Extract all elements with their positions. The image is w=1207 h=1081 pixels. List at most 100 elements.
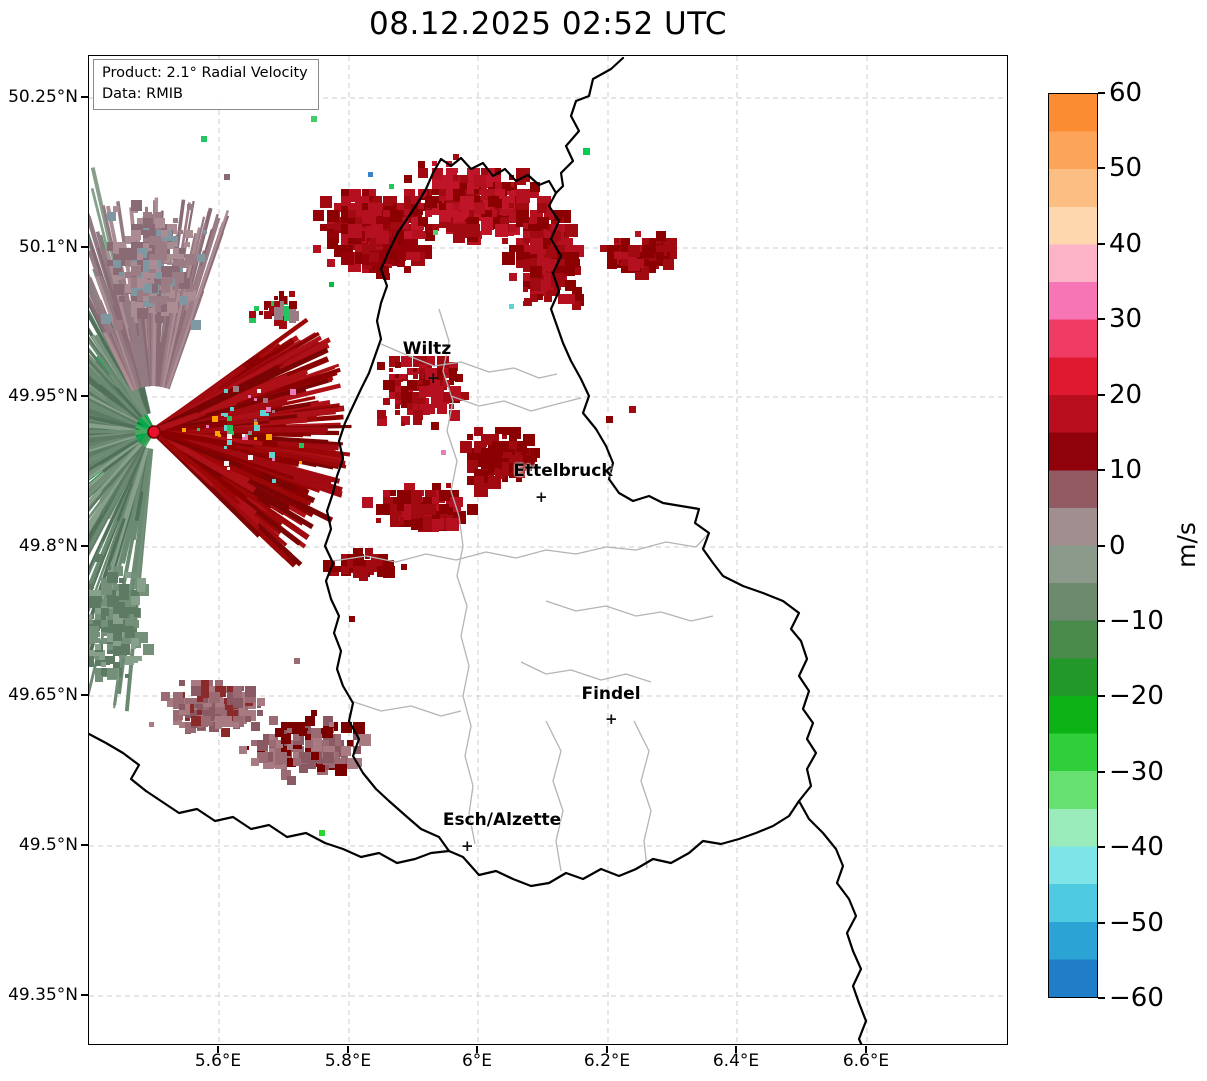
colorbar-tick-mark <box>1098 846 1105 849</box>
lat-tick-mark <box>81 844 88 846</box>
lon-tick-label: 5.8°E <box>324 1051 372 1071</box>
lon-tick-label: 6.6°E <box>842 1051 890 1071</box>
lat-tick-label: 49.95°N <box>8 386 78 406</box>
district-border-line <box>380 343 558 379</box>
colorbar-tick-label: 10 <box>1109 455 1143 486</box>
radar-cluster-northeast-red-mass-a <box>313 189 435 280</box>
city-marker: + <box>535 488 548 506</box>
lon-tick-label: 6.2°E <box>583 1051 631 1071</box>
radar-cluster-graygreen-southwest-edge <box>89 554 154 682</box>
radar-cluster-mauve-south-a <box>149 680 265 737</box>
lat-tick-mark <box>81 545 88 547</box>
radar-cluster-mauve-northwest <box>101 200 207 330</box>
city-marker: + <box>427 369 440 387</box>
colorbar-tick-mark <box>1098 318 1105 321</box>
radar-cluster-south-red-streak <box>323 548 395 581</box>
lat-tick-mark <box>81 96 88 98</box>
district-border-line <box>332 532 710 563</box>
district-border-line <box>450 395 582 412</box>
radar-site-layer <box>147 425 161 439</box>
radar-cluster-northeast-red-mass-b <box>404 154 548 245</box>
colorbar-tick-label: 0 <box>1109 530 1126 561</box>
district-border-line <box>438 308 460 517</box>
lat-tick-label: 49.65°N <box>8 685 78 705</box>
radar-cluster-east-red-patch-b <box>642 231 677 270</box>
colorbar-tick-label: 50 <box>1109 153 1143 184</box>
lat-tick-mark <box>81 994 88 996</box>
colorbar-gradient <box>1049 94 1097 997</box>
radar-cluster-fan-noise-speckle <box>182 386 304 483</box>
lat-tick-label: 49.5°N <box>18 835 78 855</box>
colorbar-tick-label: 40 <box>1109 228 1143 259</box>
colorbar-tick-label: −10 <box>1109 605 1164 636</box>
colorbar-tick-mark <box>1098 619 1105 622</box>
district-border-line <box>350 700 462 717</box>
figure-title: 08.12.2025 02:52 UTC <box>369 6 727 42</box>
lat-tick-mark <box>81 395 88 397</box>
city-marker: + <box>605 710 618 728</box>
colorbar-tick-label: −30 <box>1109 756 1164 787</box>
radar-cluster-mid-red-scatter-a <box>377 350 469 430</box>
city-label: Wiltz <box>402 339 452 359</box>
district-border-line <box>545 600 714 622</box>
lon-tick-mark <box>606 1045 608 1053</box>
lon-tick-mark <box>217 1045 219 1053</box>
colorbar-tick-label: 30 <box>1109 304 1143 335</box>
lat-tick-label: 50.25°N <box>8 87 78 107</box>
radar-site-marker <box>147 425 161 439</box>
lat-tick-mark <box>81 694 88 696</box>
radar-cluster-isolated-echo-pixels <box>187 116 636 836</box>
colorbar-tick-mark <box>1098 695 1105 698</box>
colorbar-tick-label: −60 <box>1109 983 1164 1013</box>
lat-tick-label: 49.8°N <box>18 536 78 556</box>
lat-tick-label: 49.35°N <box>8 985 78 1005</box>
colorbar-tick-mark <box>1098 92 1105 94</box>
map-plot-area: Product: 2.1° Radial Velocity Data: RMIB <box>88 55 1008 1045</box>
radar-velocity-field <box>89 116 677 836</box>
colorbar-tick-mark <box>1098 469 1105 472</box>
belgium-germany-border <box>554 56 625 195</box>
colorbar-tick-mark <box>1098 242 1105 245</box>
colorbar-tick-label: −50 <box>1109 907 1164 938</box>
district-borders <box>332 308 714 872</box>
colorbar-tick-mark <box>1098 393 1105 396</box>
data-source-line: Data: RMIB <box>102 85 183 102</box>
lon-tick-mark <box>347 1045 349 1053</box>
district-border-line <box>545 720 564 872</box>
city-label: Ettelbruck <box>513 461 613 481</box>
district-border-line <box>456 515 476 845</box>
product-info-box: Product: 2.1° Radial Velocity Data: RMIB <box>93 59 319 111</box>
france-belgium-border <box>89 732 451 865</box>
colorbar-tick-label: −20 <box>1109 681 1164 712</box>
district-border-line <box>633 720 652 869</box>
city-marker: + <box>461 837 474 855</box>
lon-tick-mark <box>735 1045 737 1053</box>
lon-tick-label: 5.6°E <box>194 1051 242 1071</box>
country-borders <box>89 56 868 1044</box>
city-label: Esch/Alzette <box>442 810 562 830</box>
colorbar-tick-label: 20 <box>1109 379 1143 410</box>
lon-tick-mark <box>476 1045 478 1053</box>
radar-cluster-scatter-west-of-wiltz <box>249 291 299 329</box>
radar-cluster-mauve-south-b <box>239 710 371 785</box>
colorbar-tick-mark <box>1098 167 1105 170</box>
radar-cluster-mid-red-scatter-c <box>362 483 478 532</box>
colorbar-tick-mark <box>1098 770 1105 773</box>
colorbar <box>1048 93 1098 998</box>
map-canvas <box>89 56 1007 1044</box>
colorbar-tick-label: −40 <box>1109 832 1164 863</box>
district-border-line <box>520 661 652 683</box>
radar-cluster-mid-red-scatter-b <box>460 427 540 497</box>
colorbar-tick-mark <box>1098 544 1105 547</box>
lon-tick-mark <box>865 1045 867 1053</box>
city-label: Findel <box>581 684 641 704</box>
colorbar-unit-label: m/s <box>1172 522 1201 568</box>
luxembourg-border <box>323 156 818 888</box>
lat-tick-label: 50.1°N <box>18 237 78 257</box>
lon-tick-label: 6°E <box>461 1051 493 1071</box>
colorbar-tick-mark <box>1098 997 1105 999</box>
colorbar-tick-mark <box>1098 921 1105 924</box>
lat-tick-mark <box>81 246 88 248</box>
lon-tick-label: 6.4°E <box>712 1051 760 1071</box>
